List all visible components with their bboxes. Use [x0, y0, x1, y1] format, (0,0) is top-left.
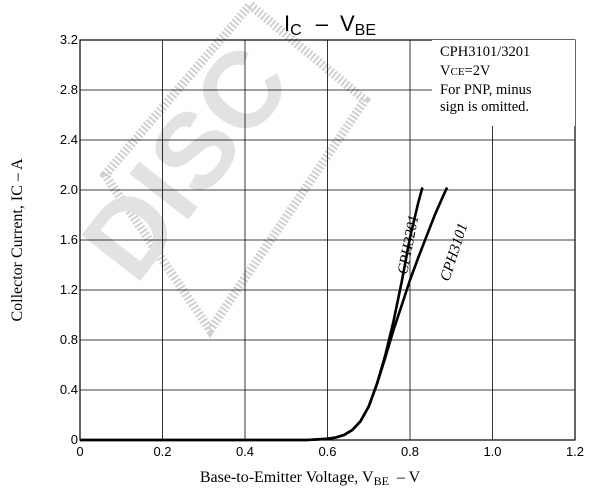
x-tick-label: 0.2 — [153, 444, 171, 459]
x-tick-label: 0.6 — [318, 444, 336, 459]
y-tick-label: 0 — [71, 432, 78, 447]
y-tick-label: 2.0 — [60, 182, 78, 197]
conditions-line-4: sign is omitted. — [440, 99, 529, 115]
series-label-cph3201: CPH3201 — [395, 214, 422, 276]
conditions-text: CPH3101/3201 VCE=2V For PNP, minus sign … — [440, 44, 532, 115]
watermark-frame — [99, 0, 372, 339]
series-line-cph3101 — [80, 186, 449, 442]
y-tick-label: 0.8 — [60, 332, 78, 347]
y-tick-label: 1.2 — [60, 282, 78, 297]
y-tick-labels: 0 0.4 0.8 1.2 1.6 2.0 2.4 2.8 3.2 — [60, 32, 78, 447]
conditions-box — [432, 40, 575, 126]
x-tick-label: 1.0 — [483, 444, 501, 459]
chart-title: IC – VBE — [284, 11, 376, 39]
watermark-stamp: DISC — [58, 0, 372, 339]
conditions-line-1: CPH3101/3201 — [440, 44, 530, 60]
x-tick-label: 1.2 — [566, 444, 584, 459]
y-axis-label: Collector Current, IC – A — [9, 158, 26, 322]
y-tick-label: 1.6 — [60, 232, 78, 247]
watermark-text: DISC — [58, 23, 312, 301]
series-lines — [80, 186, 449, 442]
x-tick-label: 0 — [76, 444, 83, 459]
conditions-line-3: For PNP, minus — [440, 82, 532, 98]
series-label-cph3101: CPH3101 — [438, 221, 472, 283]
x-axis-label: Base-to-Emitter Voltage, VBE – V — [200, 469, 421, 488]
y-tick-label: 2.4 — [60, 132, 78, 147]
x-tick-label: 0.4 — [236, 444, 254, 459]
x-tick-label: 0.8 — [401, 444, 419, 459]
y-tick-label: 2.8 — [60, 82, 78, 97]
y-tick-label: 3.2 — [60, 32, 78, 47]
x-tick-labels: 0 0.2 0.4 0.6 0.8 1.0 1.2 — [76, 444, 584, 459]
conditions-line-2: VCE=2V — [440, 63, 491, 79]
y-tick-label: 0.4 — [60, 382, 78, 397]
